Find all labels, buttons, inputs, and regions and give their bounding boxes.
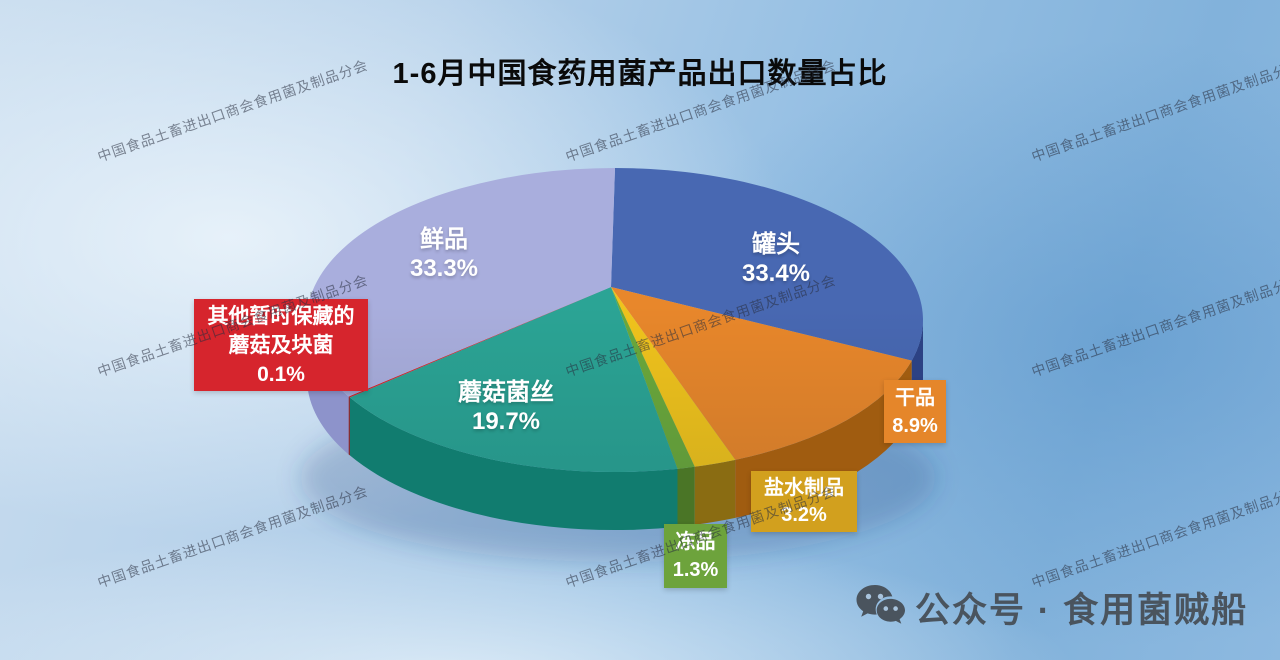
label-fresh-pct: 33.3% <box>409 255 479 282</box>
callout-dried-pct: 8.9% <box>892 415 938 437</box>
pie-side-frozen <box>677 466 695 527</box>
wechat-icon <box>856 585 905 624</box>
callout-other-line1: 其他暂时保藏的 <box>207 305 355 328</box>
label-mycelium-name: 蘑菇菌丝 <box>458 379 554 406</box>
callout-brine-name: 盐水制品 <box>764 477 844 499</box>
pie-side-mycelium <box>349 397 678 531</box>
callout-dried-name: 干品 <box>895 387 935 409</box>
callout-other-line2: 蘑菇及块菌 <box>228 334 334 357</box>
chart-title: 1-6月中国食药用菌产品出口数量占比 <box>392 58 888 90</box>
pie-side-brine <box>694 459 736 525</box>
callout-dried: 干品 8.9% <box>884 380 946 443</box>
pie-top-shading <box>307 168 923 472</box>
callout-brine-pct: 3.2% <box>781 504 827 526</box>
callout-frozen-pct: 1.3% <box>672 559 719 581</box>
label-fresh: 鲜品 33.3% <box>354 225 534 283</box>
wechat-account-name: 公众号 · 食用菌贼船 <box>915 591 1249 630</box>
label-mycelium-pct: 19.7% <box>471 408 541 435</box>
pie-side-other-preserved <box>348 396 350 456</box>
callout-other-preserved: 其他暂时保藏的 蘑菇及块菌 0.1% <box>194 299 368 391</box>
callout-brine: 盐水制品 3.2% <box>751 471 857 532</box>
label-mycelium: 蘑菇菌丝 19.7% <box>416 378 596 436</box>
label-canned-pct: 33.4% <box>741 260 811 287</box>
label-canned-name: 罐头 <box>752 231 800 258</box>
label-fresh-name: 鲜品 <box>420 226 468 253</box>
callout-frozen: 冻品 1.3% <box>664 524 727 588</box>
label-canned: 罐头 33.4% <box>686 230 866 288</box>
wechat-account-banner: 公众号 · 食用菌贼船 <box>855 582 1248 633</box>
callout-frozen-name: 冻品 <box>675 531 716 553</box>
callout-other-pct: 0.1% <box>257 363 305 386</box>
